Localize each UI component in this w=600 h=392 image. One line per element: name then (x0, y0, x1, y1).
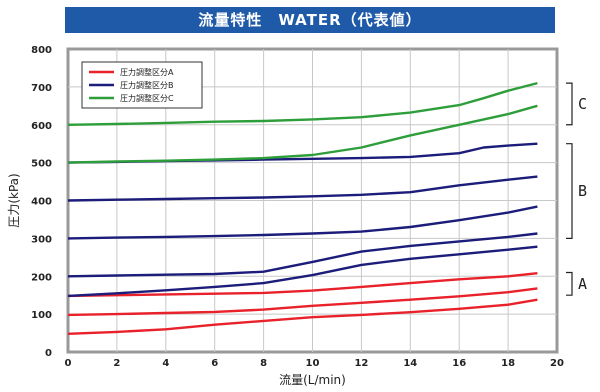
x-tick-label: 12 (354, 358, 368, 369)
x-tick-label: 8 (260, 358, 267, 369)
series-line (67, 205, 538, 240)
group-bracket (566, 143, 573, 239)
x-tick-label: 0 (65, 358, 72, 369)
series-line (67, 245, 538, 298)
x-tick-label: 10 (306, 358, 320, 369)
series-line (67, 272, 538, 298)
y-tick-label: 700 (31, 83, 52, 94)
series-line (67, 175, 538, 202)
group-bracket (566, 82, 573, 126)
x-tick-label: 14 (403, 358, 417, 369)
series-line (67, 81, 538, 126)
y-tick-label: 500 (31, 159, 52, 170)
x-tick-label: 18 (501, 358, 515, 369)
y-tick-label: 100 (31, 310, 52, 321)
x-tick-label: 20 (550, 358, 564, 369)
y-tick-label: 800 (31, 45, 52, 56)
series-line (67, 232, 538, 278)
y-tick-label: 400 (31, 197, 52, 208)
y-tick-label: 600 (31, 121, 52, 132)
group-label: B (578, 182, 587, 200)
y-axis-label: 圧力(kPa) (7, 173, 21, 227)
group-bracket (566, 271, 573, 296)
x-tick-label: 2 (113, 358, 120, 369)
x-tick-label: 16 (452, 358, 466, 369)
y-tick-label: 300 (31, 234, 52, 245)
group-label: C (578, 95, 587, 113)
series-line (67, 287, 538, 317)
legend-label: 圧力調整区分B (120, 80, 174, 90)
x-tick-label: 6 (211, 358, 218, 369)
chart-title: 流量特性 WATER（代表値） (65, 7, 555, 33)
group-label: A (578, 275, 587, 293)
y-tick-label: 200 (31, 272, 52, 283)
y-tick-label: 0 (45, 348, 52, 359)
series-line (67, 104, 538, 164)
x-axis-label: 流量(L/min) (279, 373, 346, 387)
x-tick-label: 4 (162, 358, 169, 369)
series-line (67, 298, 538, 335)
legend-label: 圧力調整区分C (120, 93, 174, 103)
legend-label: 圧力調整区分A (120, 67, 174, 77)
